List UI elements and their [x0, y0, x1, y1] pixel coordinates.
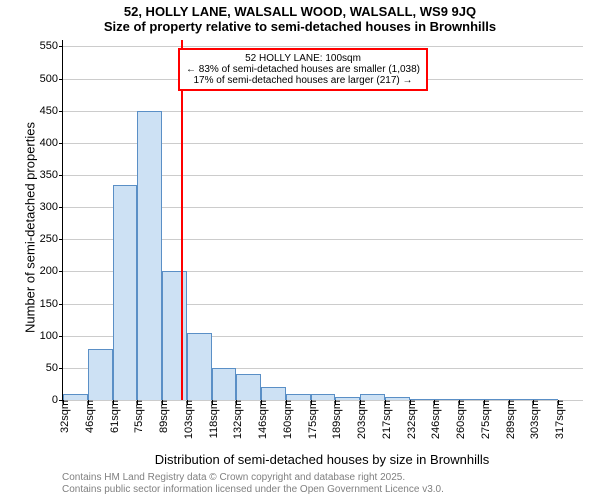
- y-axis-label: Number of semi-detached properties: [23, 98, 38, 358]
- xtick-label: 275sqm: [480, 400, 492, 439]
- xtick-label: 246sqm: [430, 400, 442, 439]
- histogram-bar: [187, 333, 212, 401]
- chart-title-line2: Size of property relative to semi-detach…: [0, 19, 600, 34]
- xtick-label: 289sqm: [505, 400, 517, 439]
- chart-container: 52, HOLLY LANE, WALSALL WOOD, WALSALL, W…: [0, 0, 600, 500]
- ytick-label: 400: [40, 137, 63, 149]
- xtick-label: 32sqm: [59, 400, 71, 433]
- xtick-label: 303sqm: [529, 400, 541, 439]
- xtick-label: 203sqm: [356, 400, 368, 439]
- xtick-label: 61sqm: [109, 400, 121, 433]
- ytick-label: 50: [46, 362, 63, 374]
- histogram-bar: [212, 368, 237, 400]
- ytick-label: 300: [40, 201, 63, 213]
- ytick-label: 200: [40, 265, 63, 277]
- annotation-line-2: ← 83% of semi-detached houses are smalle…: [186, 64, 420, 75]
- ytick-label: 350: [40, 169, 63, 181]
- xtick-label: 103sqm: [183, 400, 195, 439]
- ytick-label: 100: [40, 330, 63, 342]
- xtick-label: 175sqm: [307, 400, 319, 439]
- ytick-label: 250: [40, 233, 63, 245]
- xtick-label: 260sqm: [455, 400, 467, 439]
- xtick-label: 232sqm: [406, 400, 418, 439]
- xtick-label: 89sqm: [158, 400, 170, 433]
- xtick-label: 160sqm: [282, 400, 294, 439]
- xtick-label: 46sqm: [84, 400, 96, 433]
- ytick-label: 500: [40, 73, 63, 85]
- ytick-label: 450: [40, 105, 63, 117]
- histogram-bar: [113, 185, 138, 400]
- xtick-label: 317sqm: [554, 400, 566, 439]
- histogram-bar: [137, 111, 162, 400]
- xtick-label: 75sqm: [133, 400, 145, 433]
- ytick-label: 550: [40, 40, 63, 52]
- xtick-label: 189sqm: [331, 400, 343, 439]
- histogram-bar: [236, 374, 261, 400]
- plot-area: 05010015020025030035040045050055032sqm46…: [62, 40, 583, 401]
- histogram-bar: [261, 387, 286, 400]
- xtick-label: 146sqm: [257, 400, 269, 439]
- attribution-line2: Contains public sector information licen…: [62, 484, 444, 495]
- annotation-box: 52 HOLLY LANE: 100sqm← 83% of semi-detac…: [178, 48, 428, 91]
- x-axis-label: Distribution of semi-detached houses by …: [62, 452, 582, 467]
- reference-line: [181, 40, 183, 400]
- histogram-bar: [88, 349, 113, 400]
- ytick-label: 150: [40, 298, 63, 310]
- xtick-label: 118sqm: [208, 400, 220, 438]
- chart-title-line1: 52, HOLLY LANE, WALSALL WOOD, WALSALL, W…: [0, 0, 600, 19]
- attribution-line1: Contains HM Land Registry data © Crown c…: [62, 472, 405, 483]
- xtick-label: 217sqm: [381, 400, 393, 439]
- annotation-line-3: 17% of semi-detached houses are larger (…: [186, 75, 420, 86]
- xtick-label: 132sqm: [232, 400, 244, 439]
- annotation-line-1: 52 HOLLY LANE: 100sqm: [186, 53, 420, 64]
